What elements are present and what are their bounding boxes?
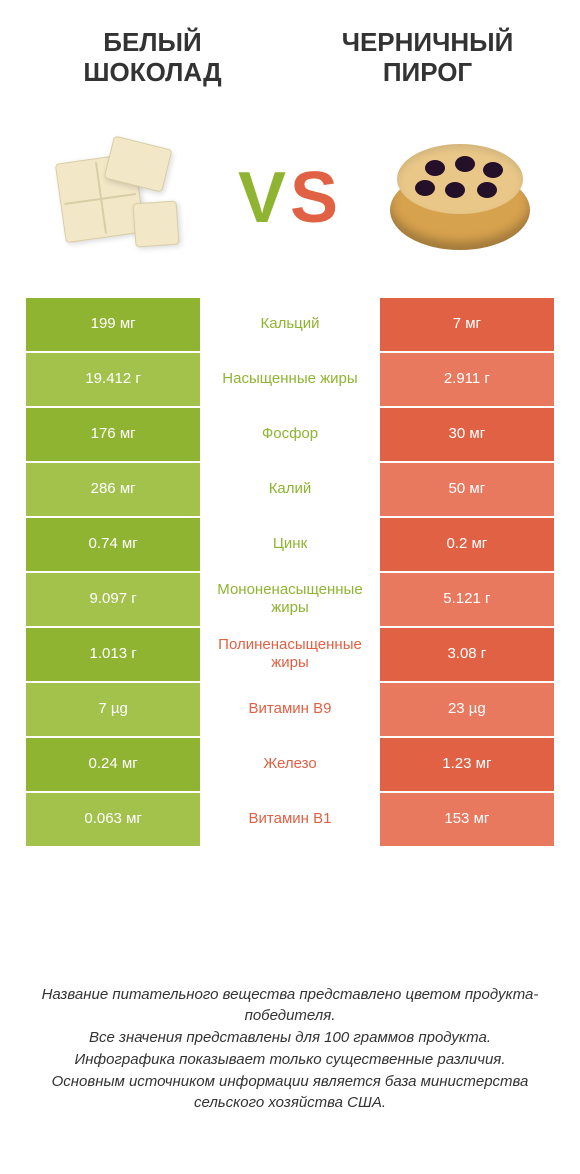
footer-line: Инфографика показывает только существенн… [30, 1049, 550, 1071]
nutrient-label: Насыщенные жиры [200, 353, 380, 406]
right-value: 153 мг [380, 793, 554, 846]
footer-line: Основным источником информации является … [30, 1071, 550, 1115]
titles-row: БЕЛЫЙ ШОКОЛАД ЧЕРНИЧНЫЙ ПИРОГ [0, 0, 580, 98]
left-value: 0.063 мг [26, 793, 200, 846]
white-chocolate-icon [30, 118, 210, 278]
nutrient-label: Витамин B1 [200, 793, 380, 846]
right-value: 0.2 мг [380, 518, 554, 571]
table-row: 7 µgВитамин B923 µg [26, 683, 554, 736]
table-row: 9.097 гМононенасыщенные жиры5.121 г [26, 573, 554, 626]
left-value: 19.412 г [26, 353, 200, 406]
right-value: 3.08 г [380, 628, 554, 681]
table-row: 0.063 мгВитамин B1153 мг [26, 793, 554, 846]
table-row: 0.74 мгЦинк0.2 мг [26, 518, 554, 571]
left-value: 0.74 мг [26, 518, 200, 571]
nutrient-label: Кальций [200, 298, 380, 351]
footer-line: Название питательного вещества представл… [30, 984, 550, 1028]
blueberry-pie-icon [370, 118, 550, 278]
right-value: 23 µg [380, 683, 554, 736]
left-value: 1.013 г [26, 628, 200, 681]
nutrient-label: Железо [200, 738, 380, 791]
nutrient-label: Витамин B9 [200, 683, 380, 736]
nutrient-label: Цинк [200, 518, 380, 571]
left-value: 0.24 мг [26, 738, 200, 791]
nutrient-label: Мононенасыщенные жиры [200, 573, 380, 626]
left-value: 199 мг [26, 298, 200, 351]
right-value: 5.121 г [380, 573, 554, 626]
table-row: 0.24 мгЖелезо1.23 мг [26, 738, 554, 791]
right-title: ЧЕРНИЧНЫЙ ПИРОГ [315, 28, 540, 88]
right-value: 2.911 г [380, 353, 554, 406]
table-row: 1.013 гПолиненасыщенные жиры3.08 г [26, 628, 554, 681]
table-row: 19.412 гНасыщенные жиры2.911 г [26, 353, 554, 406]
footer-notes: Название питательного вещества представл… [0, 944, 580, 1174]
comparison-table: 199 мгКальций7 мг19.412 гНасыщенные жиры… [0, 298, 580, 848]
nutrient-label: Калий [200, 463, 380, 516]
left-value: 7 µg [26, 683, 200, 736]
right-value: 50 мг [380, 463, 554, 516]
nutrient-label: Полиненасыщенные жиры [200, 628, 380, 681]
nutrient-label: Фосфор [200, 408, 380, 461]
table-row: 176 мгФосфор30 мг [26, 408, 554, 461]
vs-letter-s: S [290, 158, 342, 238]
left-value: 9.097 г [26, 573, 200, 626]
left-value: 286 мг [26, 463, 200, 516]
right-value: 7 мг [380, 298, 554, 351]
footer-line: Все значения представлены для 100 граммо… [30, 1027, 550, 1049]
vs-label: VS [238, 157, 342, 239]
right-value: 1.23 мг [380, 738, 554, 791]
table-row: 199 мгКальций7 мг [26, 298, 554, 351]
hero-images-row: VS [0, 98, 580, 298]
table-row: 286 мгКалий50 мг [26, 463, 554, 516]
right-value: 30 мг [380, 408, 554, 461]
vs-letter-v: V [238, 158, 290, 238]
left-value: 176 мг [26, 408, 200, 461]
left-title: БЕЛЫЙ ШОКОЛАД [40, 28, 265, 88]
